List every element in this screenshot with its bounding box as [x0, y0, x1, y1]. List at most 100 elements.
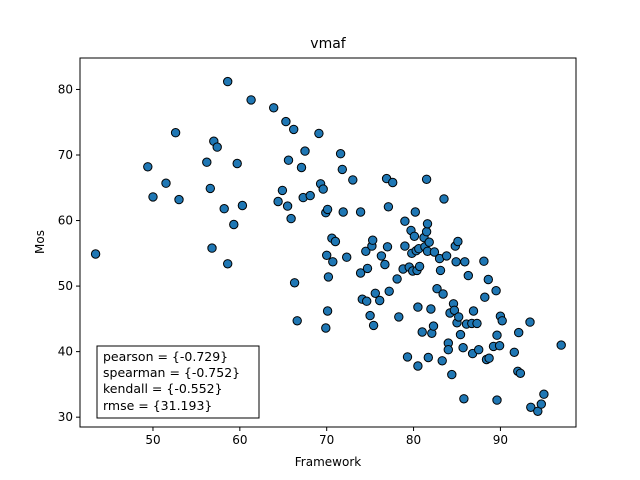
data-points — [90, 76, 566, 416]
data-point — [422, 219, 433, 229]
data-point — [417, 327, 427, 337]
data-point — [321, 323, 331, 333]
data-point — [269, 103, 279, 113]
data-point — [289, 124, 299, 135]
stats-box-frame — [96, 345, 260, 419]
data-point — [219, 204, 229, 214]
data-point — [402, 352, 413, 362]
data-point — [314, 128, 324, 139]
data-point — [318, 184, 328, 194]
data-point — [322, 250, 332, 261]
data-point — [296, 162, 307, 173]
data-point — [539, 389, 549, 399]
data-point — [413, 302, 423, 312]
data-point — [525, 317, 535, 327]
data-point — [330, 236, 341, 247]
x-axis-label: Framework — [295, 455, 361, 469]
data-point — [428, 321, 439, 331]
data-point — [342, 252, 352, 262]
x-tick-label: 70 — [319, 433, 334, 447]
data-point — [223, 76, 233, 87]
data-point — [362, 263, 373, 274]
data-point — [273, 196, 283, 207]
y-axis: 30 40 50 60 70 80 — [58, 82, 80, 424]
data-point — [292, 316, 302, 326]
y-tick-label: 40 — [58, 345, 73, 359]
stats-annotation-box: pearson = {-0.729} spearman = {-0.752} k… — [96, 345, 260, 419]
x-axis: 50 60 70 80 90 — [145, 427, 508, 447]
data-point — [368, 235, 378, 245]
data-point — [413, 361, 423, 371]
data-point — [277, 185, 288, 196]
data-point — [484, 353, 494, 363]
data-point — [514, 327, 524, 338]
data-point — [286, 213, 296, 224]
data-point — [202, 157, 212, 167]
y-axis-label: Mos — [33, 230, 47, 254]
data-point — [410, 207, 420, 217]
data-point — [468, 306, 479, 316]
data-point — [322, 306, 333, 316]
data-point — [435, 265, 446, 276]
data-point — [400, 216, 410, 226]
data-point — [229, 219, 239, 230]
data-point — [437, 356, 447, 366]
data-point — [494, 341, 505, 351]
data-point — [409, 231, 420, 242]
data-point — [375, 295, 385, 306]
data-point — [382, 242, 393, 252]
y-tick-label: 50 — [58, 279, 73, 293]
data-point — [380, 259, 390, 270]
data-point — [383, 202, 394, 212]
data-point — [394, 312, 404, 322]
data-point — [289, 278, 300, 288]
data-point — [161, 178, 171, 188]
data-point — [479, 256, 489, 266]
data-point — [174, 194, 184, 205]
data-point — [328, 257, 338, 267]
data-point — [170, 128, 181, 138]
data-point — [207, 243, 217, 253]
data-point — [355, 268, 366, 278]
data-point — [460, 257, 470, 267]
data-point — [449, 305, 460, 315]
data-point — [355, 207, 366, 217]
data-point — [421, 174, 432, 185]
data-point — [458, 343, 468, 353]
data-point — [480, 292, 490, 302]
data-point — [282, 201, 293, 211]
data-point — [223, 259, 233, 269]
data-point — [388, 177, 398, 188]
data-point — [438, 289, 448, 299]
data-point — [443, 345, 453, 355]
data-point — [148, 192, 158, 202]
chart-title: vmaf — [310, 36, 347, 52]
data-point — [323, 272, 334, 282]
pearson-text: pearson = {-0.729} — [103, 349, 228, 364]
data-point — [423, 352, 433, 363]
data-point — [424, 237, 434, 247]
data-point — [451, 257, 461, 267]
spearman-text: spearman = {-0.752} — [103, 365, 240, 380]
data-point — [335, 149, 346, 159]
data-point — [497, 316, 507, 326]
data-point — [432, 284, 442, 294]
data-point — [283, 155, 294, 165]
data-point — [300, 146, 310, 156]
data-point — [400, 241, 410, 251]
data-point — [90, 249, 101, 259]
x-tick-label: 50 — [145, 433, 160, 447]
rmse-text: rmse = {31.193} — [103, 398, 212, 413]
y-tick-label: 80 — [58, 82, 73, 96]
data-point — [455, 329, 466, 340]
data-point — [515, 368, 526, 378]
data-point — [463, 270, 473, 281]
data-point — [414, 261, 425, 272]
data-point — [376, 251, 387, 261]
data-point — [232, 158, 242, 169]
data-point — [212, 142, 222, 152]
data-point — [453, 236, 463, 247]
data-point — [370, 288, 380, 298]
data-point — [322, 204, 333, 215]
